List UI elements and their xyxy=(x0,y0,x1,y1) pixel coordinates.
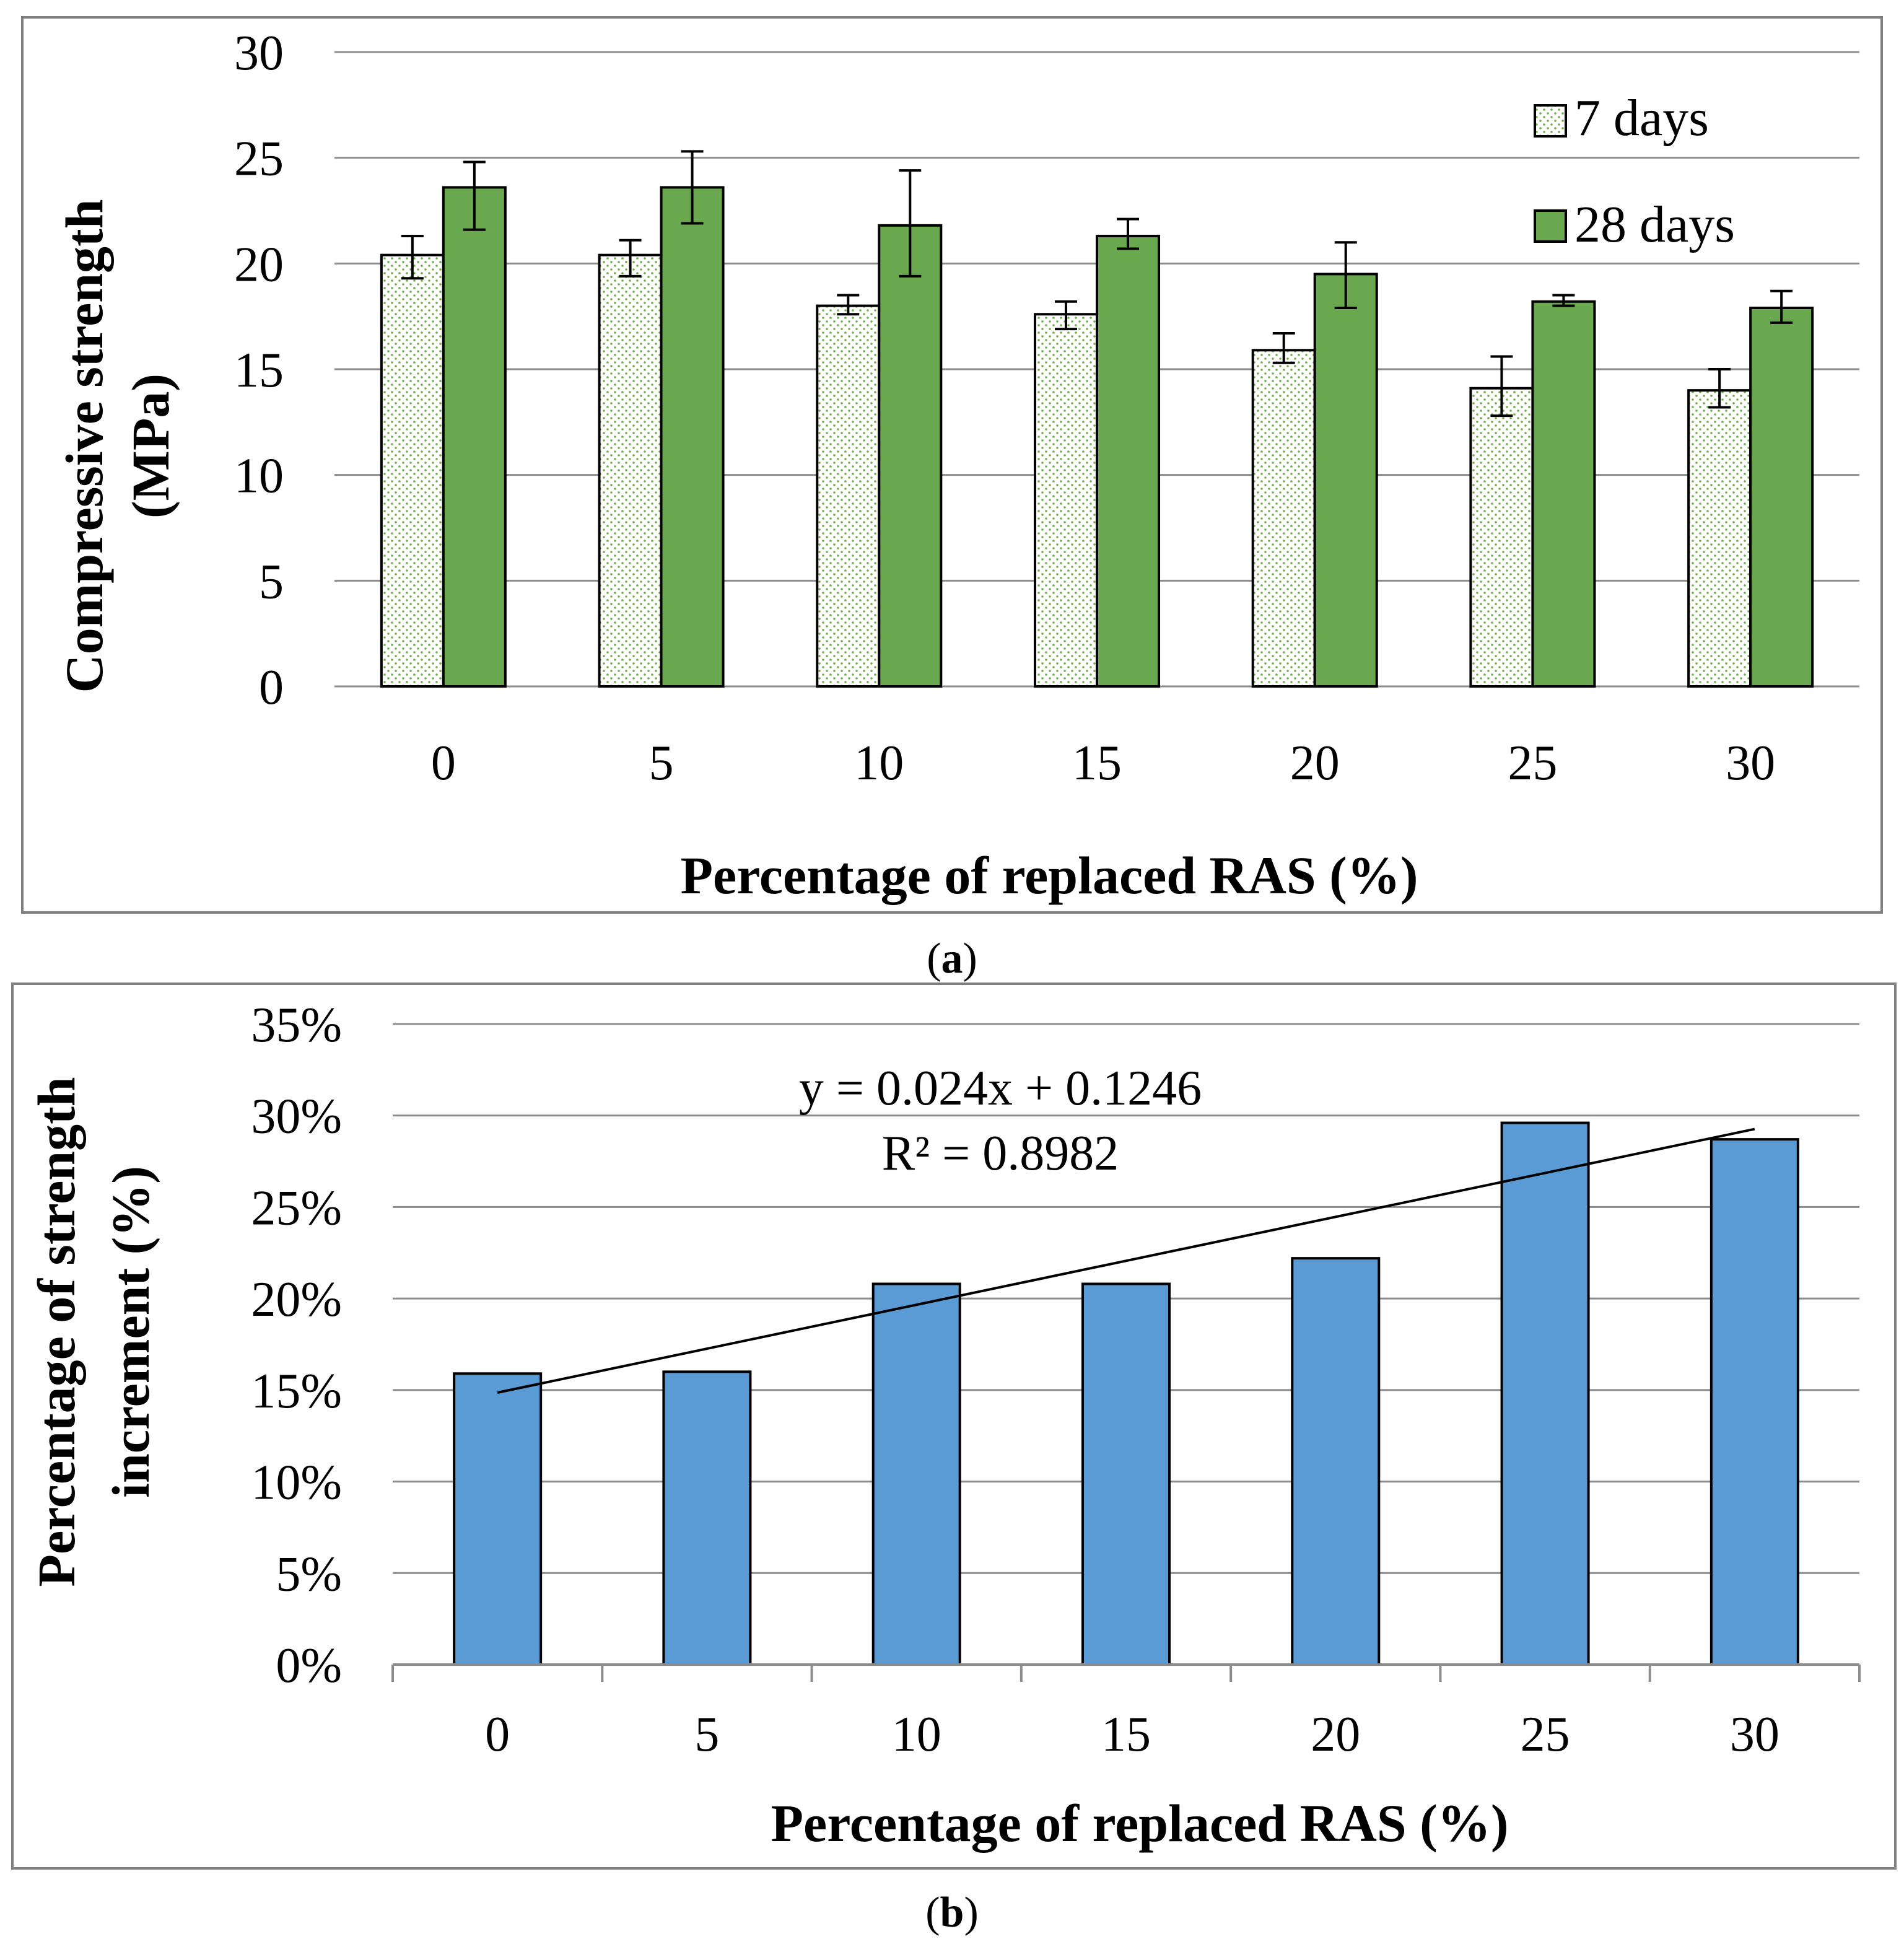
bar-increment-30 xyxy=(1710,1138,1799,1666)
chart-b-trendline xyxy=(497,1127,1755,1394)
chart-b-trend-r2: R² = 0.8982 xyxy=(882,1126,1119,1181)
y-tick-label: 20% xyxy=(251,1272,342,1327)
bar-increment-25 xyxy=(1500,1121,1590,1666)
bar-increment-15 xyxy=(1081,1282,1171,1666)
bar-increment-5 xyxy=(662,1370,752,1666)
chart-b-x-tick-labels: 0 5 10 15 20 25 30 xyxy=(485,1707,1780,1762)
y-tick-label: 5% xyxy=(276,1547,342,1601)
y-tick-label: 10 xyxy=(234,449,284,504)
x-tick-label: 5 xyxy=(694,1707,719,1762)
y-tick-label: 5 xyxy=(259,554,284,609)
bar-28-days-15 xyxy=(1096,234,1160,688)
x-tick-label: 0 xyxy=(431,736,456,790)
x-tick-label: 30 xyxy=(1726,736,1775,790)
x-tick-label: 10 xyxy=(854,736,904,790)
y-tick-label: 25 xyxy=(234,132,284,186)
bar-7-days-20 xyxy=(1251,349,1316,688)
chart-a-bars xyxy=(380,186,1814,688)
y-tick-label: 0% xyxy=(276,1639,342,1693)
bar-28-days-5 xyxy=(660,186,725,688)
bar-28-days-10 xyxy=(878,224,943,688)
y-tick-label: 25% xyxy=(251,1181,342,1235)
bar-28-days-20 xyxy=(1313,273,1378,688)
bar-7-days-0 xyxy=(380,253,445,688)
bar-28-days-0 xyxy=(442,186,507,688)
bar-28-days-30 xyxy=(1749,307,1814,688)
chart-b-x-axis xyxy=(391,1663,1861,1682)
chart-b-bars xyxy=(453,1121,1799,1666)
legend-swatch-7-days xyxy=(1534,104,1567,138)
panel-a-chart: 0 5 10 15 20 25 30 0 5 10 15 20 25 30 Compressive st… xyxy=(21,16,1883,914)
chart-a-y-axis-title-line1: Compressive strength xyxy=(55,199,114,693)
legend-label-28-days: 28 days xyxy=(1574,196,1735,253)
y-tick-label: 15 xyxy=(234,343,284,398)
bar-7-days-15 xyxy=(1034,313,1098,688)
y-tick-label: 30 xyxy=(234,26,284,81)
y-tick-label: 15% xyxy=(251,1364,342,1419)
x-tick-label: 10 xyxy=(892,1707,941,1762)
chart-b-x-axis-title: Percentage of replaced RAS (%) xyxy=(771,1793,1509,1853)
x-tick-label: 15 xyxy=(1072,736,1122,790)
bar-increment-20 xyxy=(1291,1257,1381,1666)
chart-a-legend: 7 days 28 days xyxy=(1534,89,1735,253)
x-tick-label: 30 xyxy=(1730,1707,1780,1762)
y-tick-label: 30% xyxy=(251,1090,342,1144)
y-tick-label: 35% xyxy=(251,998,342,1053)
y-tick-label: 0 xyxy=(259,660,284,715)
x-tick-label: 15 xyxy=(1101,1707,1151,1762)
chart-b-y-tick-labels: 0% 5% 10% 15% 20% 25% 30% 35% xyxy=(251,998,342,1693)
bar-7-days-10 xyxy=(816,304,881,688)
caption-b: (b) xyxy=(925,1889,979,1937)
y-tick-label: 10% xyxy=(251,1456,342,1510)
chart-a-y-axis-title-line2: (MPa) xyxy=(121,374,180,519)
bar-7-days-30 xyxy=(1687,389,1752,688)
chart-a-frame xyxy=(21,16,1883,914)
chart-a-error-bars xyxy=(401,150,1793,418)
chart-a-x-axis-title: Percentage of replaced RAS (%) xyxy=(681,846,1418,905)
x-tick-label: 25 xyxy=(1508,736,1557,790)
x-tick-label: 0 xyxy=(485,1707,510,1762)
y-tick-label: 20 xyxy=(234,237,284,292)
chart-a-y-tick-labels: 0 5 10 15 20 25 30 xyxy=(234,26,284,715)
legend-label-7-days: 7 days xyxy=(1574,89,1709,147)
chart-b-y-axis-title-line2: increment (%) xyxy=(101,1166,160,1498)
bar-increment-10 xyxy=(871,1282,961,1666)
panel-b-chart: 0% 5% 10% 15% 20% 25% 30% 35% 0 5 10 15 20 25 30 y = … xyxy=(11,983,1897,1870)
x-tick-label: 25 xyxy=(1521,1707,1570,1762)
bar-28-days-25 xyxy=(1531,300,1596,688)
x-tick-label: 5 xyxy=(649,736,674,790)
bar-increment-0 xyxy=(453,1372,543,1666)
bar-7-days-5 xyxy=(598,253,663,688)
caption-a: (a) xyxy=(927,935,977,983)
chart-b-trend-equation: y = 0.024x + 0.1246 xyxy=(799,1061,1202,1116)
chart-b-y-axis-title-line1: Percentage of strength xyxy=(27,1077,86,1587)
legend-swatch-28-days xyxy=(1534,209,1567,243)
chart-a-x-tick-labels: 0 5 10 15 20 25 30 xyxy=(431,736,1775,790)
x-tick-label: 20 xyxy=(1311,1707,1360,1762)
bar-7-days-25 xyxy=(1469,387,1534,688)
x-tick-label: 20 xyxy=(1290,736,1340,790)
